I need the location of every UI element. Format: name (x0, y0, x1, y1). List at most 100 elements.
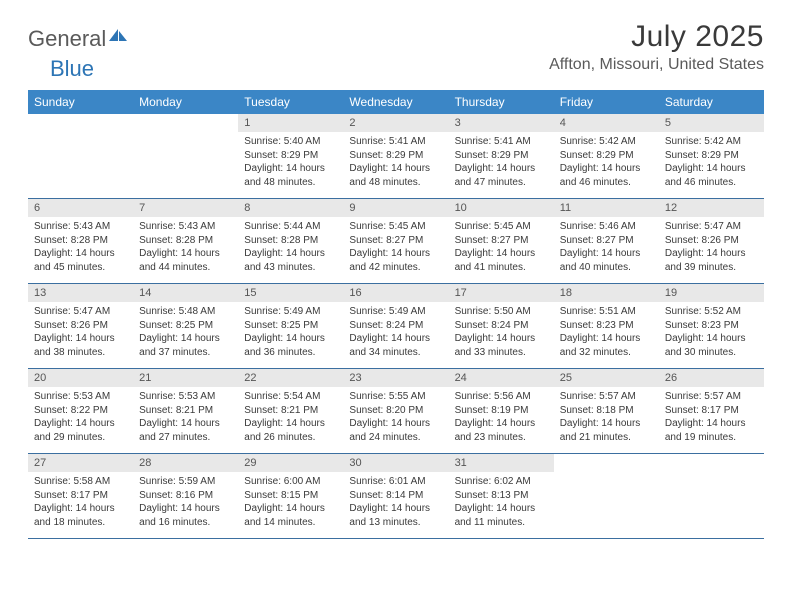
day-content: Sunrise: 5:45 AMSunset: 8:27 PMDaylight:… (343, 217, 448, 280)
sunrise-line: Sunrise: 5:55 AM (349, 390, 442, 404)
day-cell: 8Sunrise: 5:44 AMSunset: 8:28 PMDaylight… (238, 199, 343, 283)
day-cell: 15Sunrise: 5:49 AMSunset: 8:25 PMDayligh… (238, 284, 343, 368)
daylight-line: Daylight: 14 hours and 43 minutes. (244, 247, 337, 274)
daylight-line: Daylight: 14 hours and 46 minutes. (560, 162, 653, 189)
sunset-line: Sunset: 8:29 PM (349, 149, 442, 163)
day-content: Sunrise: 6:02 AMSunset: 8:13 PMDaylight:… (449, 472, 554, 535)
day-content: Sunrise: 5:57 AMSunset: 8:17 PMDaylight:… (659, 387, 764, 450)
empty-cell (554, 454, 659, 538)
daylight-line: Daylight: 14 hours and 26 minutes. (244, 417, 337, 444)
daylight-line: Daylight: 14 hours and 42 minutes. (349, 247, 442, 274)
sunrise-line: Sunrise: 5:42 AM (560, 135, 653, 149)
day-cell: 25Sunrise: 5:57 AMSunset: 8:18 PMDayligh… (554, 369, 659, 453)
sunrise-line: Sunrise: 5:50 AM (455, 305, 548, 319)
day-content: Sunrise: 5:53 AMSunset: 8:22 PMDaylight:… (28, 387, 133, 450)
day-content: Sunrise: 5:55 AMSunset: 8:20 PMDaylight:… (343, 387, 448, 450)
day-number: 2 (343, 114, 448, 132)
day-content: Sunrise: 5:44 AMSunset: 8:28 PMDaylight:… (238, 217, 343, 280)
daylight-line: Daylight: 14 hours and 19 minutes. (665, 417, 758, 444)
day-content: Sunrise: 5:56 AMSunset: 8:19 PMDaylight:… (449, 387, 554, 450)
daylight-line: Daylight: 14 hours and 14 minutes. (244, 502, 337, 529)
sunset-line: Sunset: 8:16 PM (139, 489, 232, 503)
day-cell: 9Sunrise: 5:45 AMSunset: 8:27 PMDaylight… (343, 199, 448, 283)
day-cell: 11Sunrise: 5:46 AMSunset: 8:27 PMDayligh… (554, 199, 659, 283)
sunset-line: Sunset: 8:26 PM (665, 234, 758, 248)
day-content: Sunrise: 5:59 AMSunset: 8:16 PMDaylight:… (133, 472, 238, 535)
sunrise-line: Sunrise: 5:45 AM (455, 220, 548, 234)
daylight-line: Daylight: 14 hours and 13 minutes. (349, 502, 442, 529)
day-number: 30 (343, 454, 448, 472)
day-cell: 4Sunrise: 5:42 AMSunset: 8:29 PMDaylight… (554, 114, 659, 198)
daylight-line: Daylight: 14 hours and 34 minutes. (349, 332, 442, 359)
sunrise-line: Sunrise: 5:53 AM (34, 390, 127, 404)
dayname-row: SundayMondayTuesdayWednesdayThursdayFrid… (28, 90, 764, 114)
week-row: 27Sunrise: 5:58 AMSunset: 8:17 PMDayligh… (28, 454, 764, 539)
sunrise-line: Sunrise: 5:44 AM (244, 220, 337, 234)
daylight-line: Daylight: 14 hours and 48 minutes. (244, 162, 337, 189)
sunset-line: Sunset: 8:20 PM (349, 404, 442, 418)
logo: General (28, 26, 128, 52)
day-cell: 24Sunrise: 5:56 AMSunset: 8:19 PMDayligh… (449, 369, 554, 453)
sunset-line: Sunset: 8:27 PM (560, 234, 653, 248)
daylight-line: Daylight: 14 hours and 45 minutes. (34, 247, 127, 274)
logo-text-general: General (28, 26, 106, 52)
sunrise-line: Sunrise: 5:41 AM (455, 135, 548, 149)
day-number: 29 (238, 454, 343, 472)
day-cell: 27Sunrise: 5:58 AMSunset: 8:17 PMDayligh… (28, 454, 133, 538)
sunset-line: Sunset: 8:18 PM (560, 404, 653, 418)
week-row: 1Sunrise: 5:40 AMSunset: 8:29 PMDaylight… (28, 114, 764, 199)
sunrise-line: Sunrise: 5:53 AM (139, 390, 232, 404)
daylight-line: Daylight: 14 hours and 11 minutes. (455, 502, 548, 529)
sunrise-line: Sunrise: 5:57 AM (560, 390, 653, 404)
day-content: Sunrise: 5:40 AMSunset: 8:29 PMDaylight:… (238, 132, 343, 195)
day-content: Sunrise: 5:48 AMSunset: 8:25 PMDaylight:… (133, 302, 238, 365)
daylight-line: Daylight: 14 hours and 48 minutes. (349, 162, 442, 189)
day-content: Sunrise: 5:43 AMSunset: 8:28 PMDaylight:… (28, 217, 133, 280)
daylight-line: Daylight: 14 hours and 33 minutes. (455, 332, 548, 359)
sunrise-line: Sunrise: 5:48 AM (139, 305, 232, 319)
sunset-line: Sunset: 8:25 PM (244, 319, 337, 333)
sunset-line: Sunset: 8:27 PM (455, 234, 548, 248)
daylight-line: Daylight: 14 hours and 21 minutes. (560, 417, 653, 444)
day-number: 4 (554, 114, 659, 132)
day-cell: 22Sunrise: 5:54 AMSunset: 8:21 PMDayligh… (238, 369, 343, 453)
sunset-line: Sunset: 8:24 PM (349, 319, 442, 333)
sunrise-line: Sunrise: 5:59 AM (139, 475, 232, 489)
sunrise-line: Sunrise: 5:51 AM (560, 305, 653, 319)
sunset-line: Sunset: 8:28 PM (244, 234, 337, 248)
day-number: 24 (449, 369, 554, 387)
day-content: Sunrise: 5:46 AMSunset: 8:27 PMDaylight:… (554, 217, 659, 280)
sunset-line: Sunset: 8:14 PM (349, 489, 442, 503)
daylight-line: Daylight: 14 hours and 40 minutes. (560, 247, 653, 274)
sunrise-line: Sunrise: 5:54 AM (244, 390, 337, 404)
day-content: Sunrise: 5:47 AMSunset: 8:26 PMDaylight:… (659, 217, 764, 280)
dayname-saturday: Saturday (659, 90, 764, 114)
calendar: SundayMondayTuesdayWednesdayThursdayFrid… (28, 90, 764, 539)
sunrise-line: Sunrise: 5:52 AM (665, 305, 758, 319)
sunrise-line: Sunrise: 5:42 AM (665, 135, 758, 149)
day-number: 20 (28, 369, 133, 387)
day-cell: 21Sunrise: 5:53 AMSunset: 8:21 PMDayligh… (133, 369, 238, 453)
sunset-line: Sunset: 8:17 PM (665, 404, 758, 418)
day-content: Sunrise: 5:47 AMSunset: 8:26 PMDaylight:… (28, 302, 133, 365)
sunset-line: Sunset: 8:15 PM (244, 489, 337, 503)
sunrise-line: Sunrise: 5:43 AM (34, 220, 127, 234)
daylight-line: Daylight: 14 hours and 23 minutes. (455, 417, 548, 444)
sunrise-line: Sunrise: 5:43 AM (139, 220, 232, 234)
sunset-line: Sunset: 8:23 PM (665, 319, 758, 333)
day-number: 31 (449, 454, 554, 472)
sunset-line: Sunset: 8:13 PM (455, 489, 548, 503)
day-cell: 14Sunrise: 5:48 AMSunset: 8:25 PMDayligh… (133, 284, 238, 368)
daylight-line: Daylight: 14 hours and 46 minutes. (665, 162, 758, 189)
day-cell: 13Sunrise: 5:47 AMSunset: 8:26 PMDayligh… (28, 284, 133, 368)
day-number: 9 (343, 199, 448, 217)
day-cell: 3Sunrise: 5:41 AMSunset: 8:29 PMDaylight… (449, 114, 554, 198)
day-cell: 17Sunrise: 5:50 AMSunset: 8:24 PMDayligh… (449, 284, 554, 368)
calendar-page: General July 2025 Affton, Missouri, Unit… (0, 0, 792, 559)
sunset-line: Sunset: 8:28 PM (139, 234, 232, 248)
day-number: 22 (238, 369, 343, 387)
day-cell: 16Sunrise: 5:49 AMSunset: 8:24 PMDayligh… (343, 284, 448, 368)
daylight-line: Daylight: 14 hours and 29 minutes. (34, 417, 127, 444)
day-cell: 12Sunrise: 5:47 AMSunset: 8:26 PMDayligh… (659, 199, 764, 283)
day-content: Sunrise: 5:52 AMSunset: 8:23 PMDaylight:… (659, 302, 764, 365)
